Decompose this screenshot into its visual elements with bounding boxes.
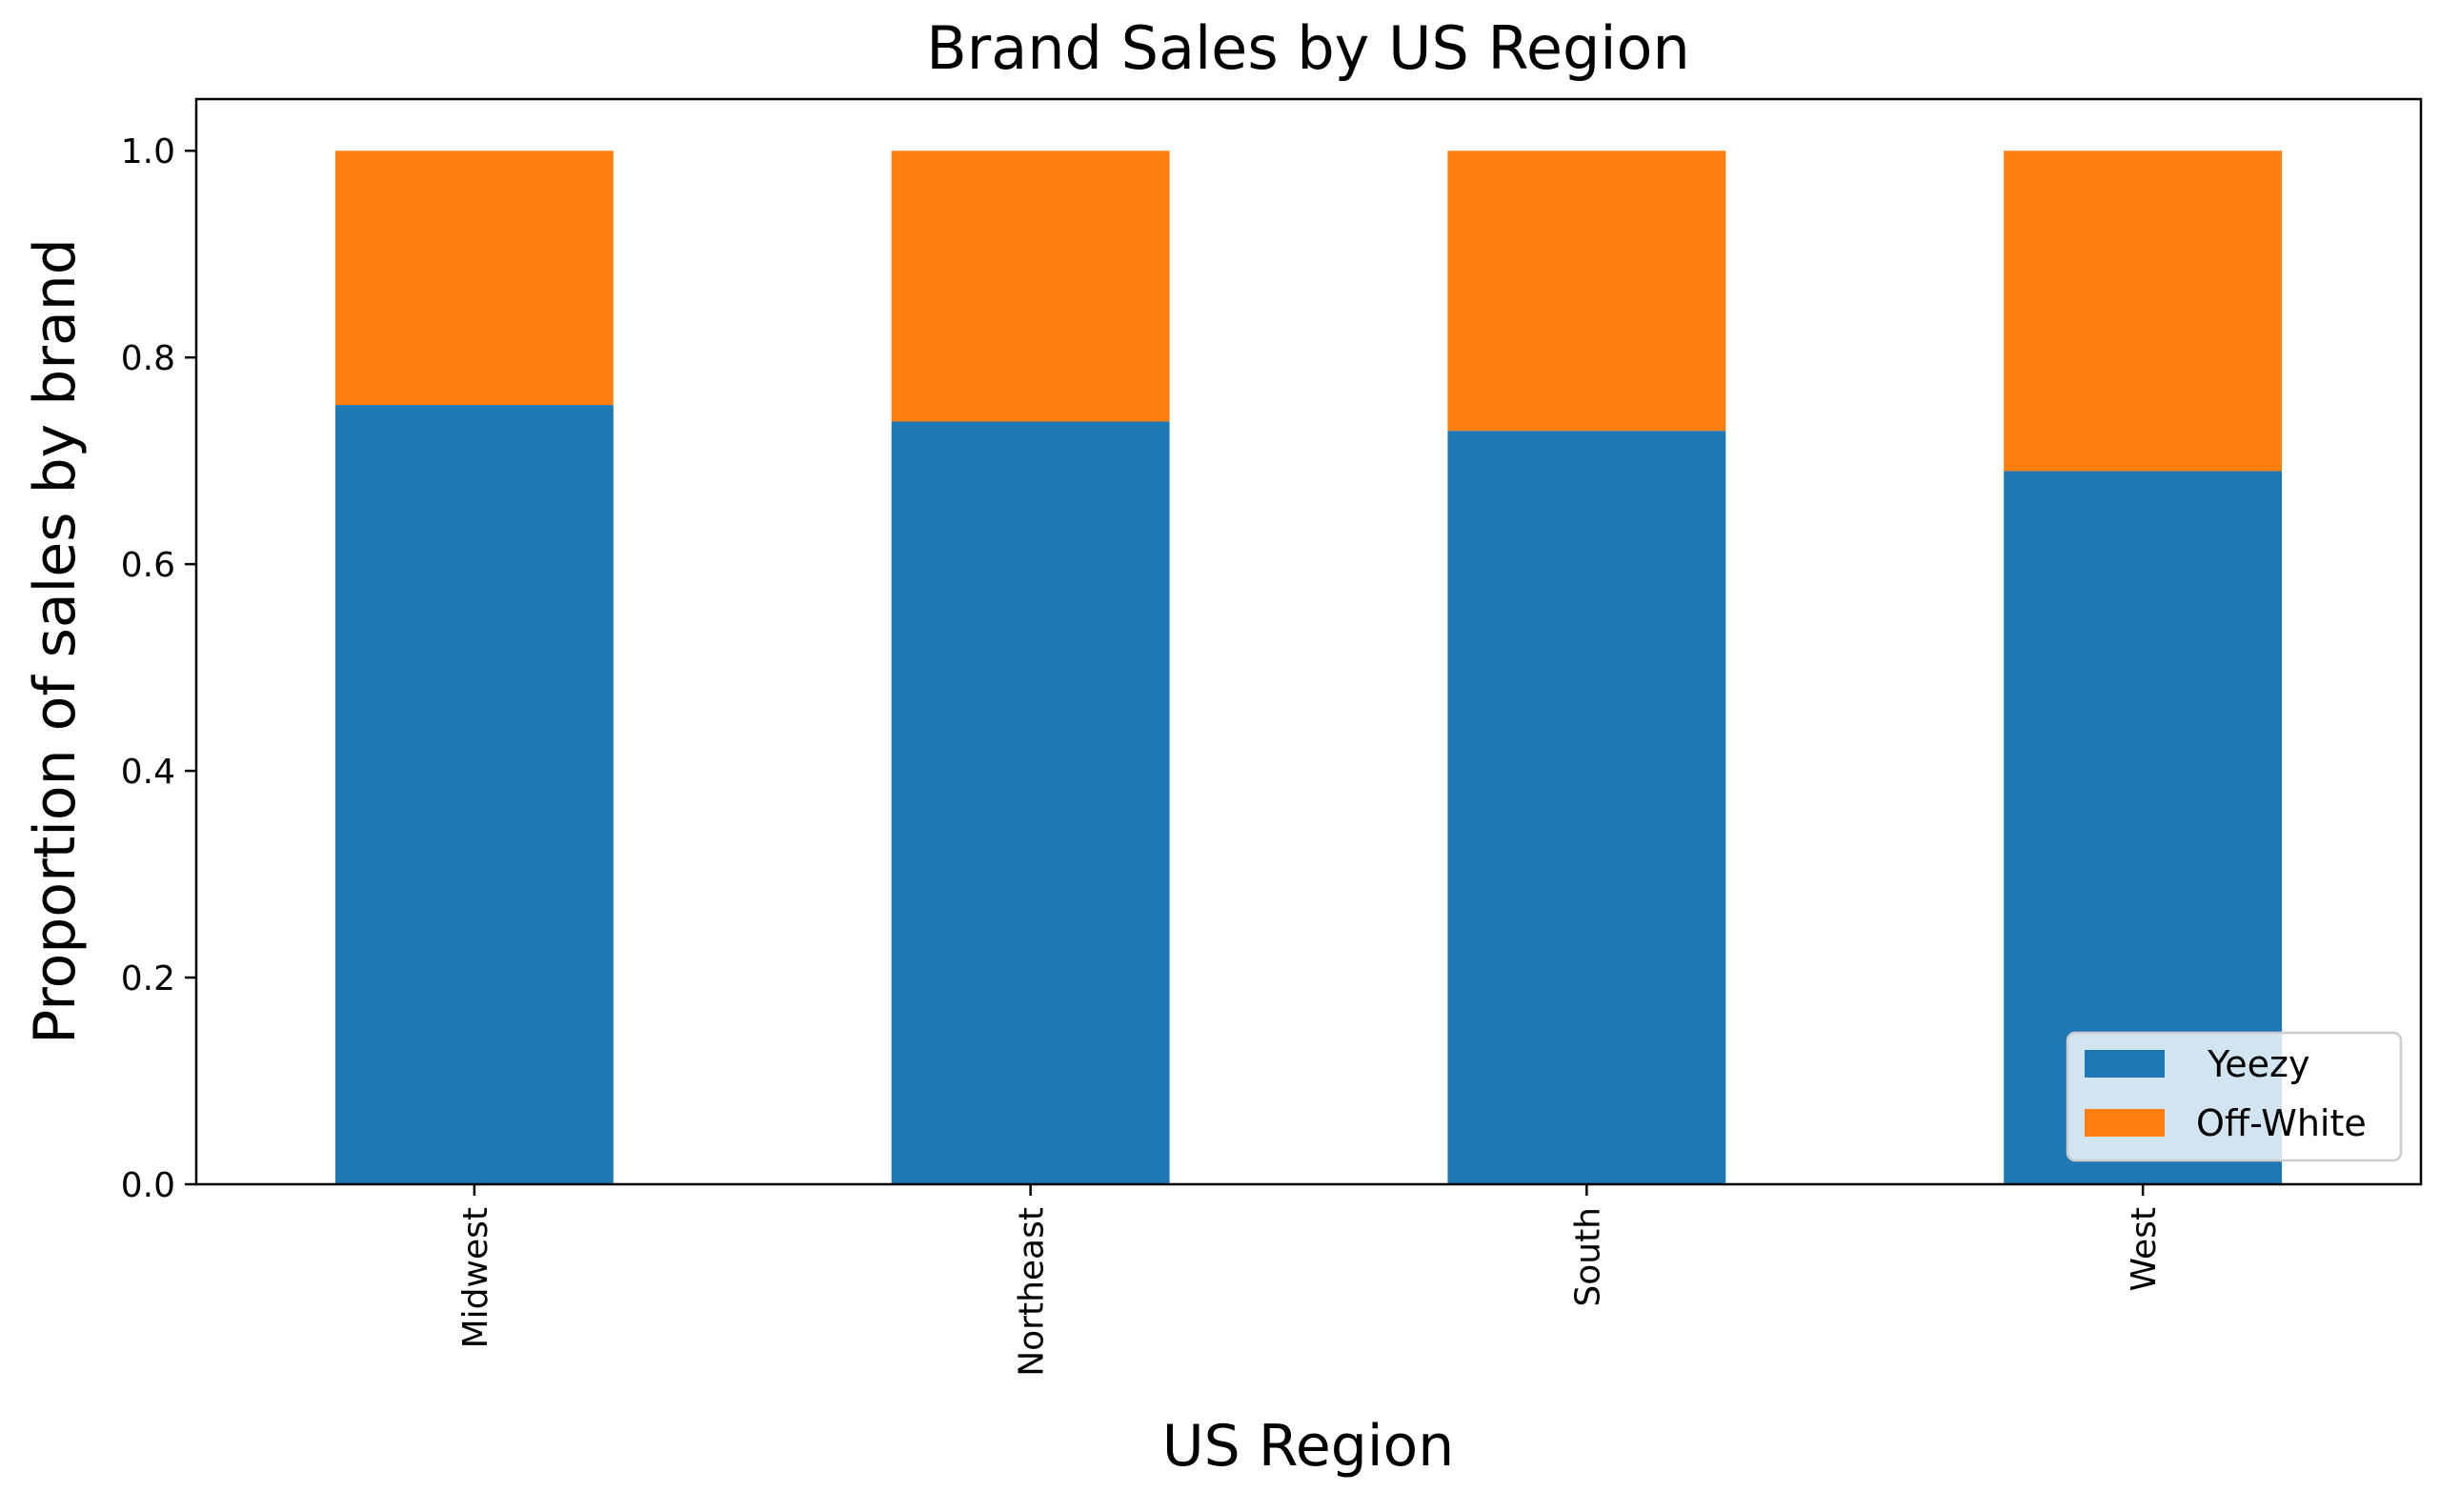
axes-layer: 0.0 0.2 0.4 0.6 0.8 1.0 Midwest Northeast South W… — [121, 132, 2164, 1377]
chart-title: Brand Sales by US Region — [926, 13, 1690, 83]
legend: Yeezy Off-White — [2066, 1031, 2403, 1162]
x-tick-label-south: South — [1568, 1207, 1607, 1307]
y-tick-label: 0.0 — [121, 1166, 175, 1205]
x-axis-label: US Region — [1162, 1413, 1454, 1480]
y-tick-label: 0.6 — [121, 546, 175, 585]
y-tick-label: 1.0 — [121, 132, 175, 171]
x-tick-label-midwest: Midwest — [456, 1207, 495, 1348]
legend-label-yeezy: Yeezy — [2196, 1043, 2309, 1085]
bar-northeast-off-white — [891, 151, 1170, 422]
y-tick-label: 0.8 — [121, 339, 175, 378]
y-tick-label: 0.2 — [121, 959, 175, 998]
x-tick-label-northeast: Northeast — [1013, 1207, 1052, 1377]
bar-south-yeezy — [1447, 431, 1726, 1184]
bar-midwest-yeezy — [334, 405, 614, 1184]
legend-swatch-yeezy — [2085, 1050, 2165, 1078]
y-tick-label: 0.4 — [121, 753, 175, 792]
legend-swatch-off-white — [2085, 1109, 2165, 1137]
legend-label-off-white: Off-White — [2196, 1102, 2367, 1144]
bar-northeast-yeezy — [891, 421, 1170, 1185]
plot-area-frame — [194, 97, 2423, 1186]
bar-west-off-white — [2004, 151, 2283, 472]
y-axis-label: Proportion of sales by brand — [22, 238, 89, 1044]
bar-midwest-off-white — [334, 151, 614, 406]
x-tick-label-west: West — [2125, 1207, 2164, 1292]
bar-south-off-white — [1447, 151, 1726, 432]
